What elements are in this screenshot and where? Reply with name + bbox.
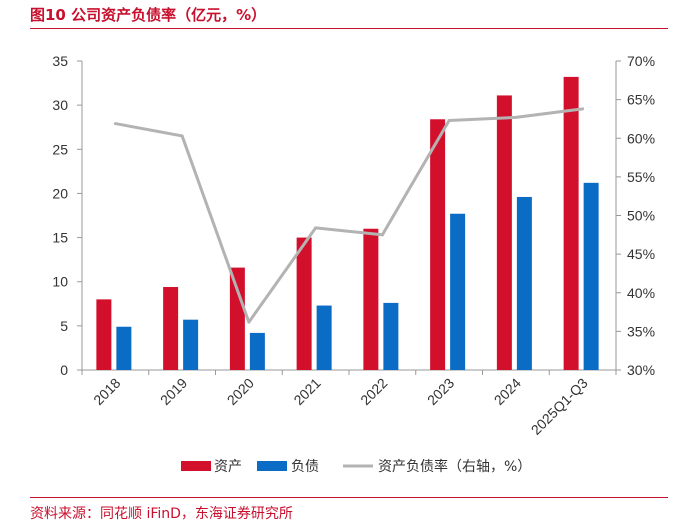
source-rule (30, 497, 668, 498)
x-tick-label: 2021 (290, 375, 323, 408)
y-right-tick-label: 40% (627, 285, 655, 301)
y-right-tick-label: 70% (627, 53, 655, 69)
legend-label-liabilities: 负债 (291, 459, 319, 475)
bar-liabilities-2021 (316, 305, 332, 370)
bar-assets-2018 (96, 299, 112, 370)
y-left-tick-label: 5 (60, 318, 68, 334)
legend-label-ratio: 资产负债率（右轴，%） (378, 458, 531, 475)
legend-swatch-assets (181, 461, 211, 471)
y-left-tick-label: 10 (52, 274, 68, 290)
y-right-tick-label: 45% (627, 246, 655, 262)
y-left-tick-label: 25 (52, 141, 68, 157)
bar-assets-2020 (229, 267, 245, 370)
bar-liabilities-2019 (183, 319, 199, 370)
x-tick-label: 2019 (157, 375, 190, 408)
ratio-point-2024 (514, 115, 518, 119)
bar-liabilities-2023 (450, 213, 466, 370)
y-left-tick-label: 0 (60, 362, 68, 378)
bar-assets-2022 (363, 228, 379, 370)
figure-title: 图10 公司资产负债率（亿元，%） (30, 6, 267, 24)
bar-assets-2024 (496, 95, 512, 370)
x-tick-label: 2023 (424, 375, 457, 408)
y-right-tick-label: 50% (627, 208, 655, 224)
ratio-point-2025Q1-Q3 (581, 107, 585, 111)
bar-assets-2019 (163, 287, 179, 370)
bar-liabilities-2020 (249, 332, 265, 370)
y-left-tick-label: 15 (52, 230, 68, 246)
y-left-tick-label: 20 (52, 185, 68, 201)
ratio-point-2019 (180, 134, 184, 138)
ratio-point-2021 (314, 226, 318, 230)
ratio-point-2020 (247, 320, 251, 324)
y-right-tick-label: 35% (627, 323, 655, 339)
ratio-line (115, 107, 583, 324)
x-tick-label: 2025Q1-Q3 (528, 375, 591, 438)
x-tick-label: 2020 (224, 375, 257, 408)
source-note: 资料来源：同花顺 iFinD，东海证券研究所 (30, 506, 293, 522)
y-right-tick-label: 55% (627, 169, 655, 185)
bar-liabilities-2024 (516, 196, 532, 370)
y-right-tick-label: 30% (627, 362, 655, 378)
legend-label-assets: 资产 (214, 459, 242, 475)
ratio-point-2023 (447, 118, 451, 122)
bar-assets-2023 (430, 119, 446, 370)
y-right-tick-label: 65% (627, 92, 655, 108)
x-tick-label: 2024 (491, 375, 524, 408)
x-tick-label: 2018 (90, 375, 123, 408)
y-left-tick-label: 30 (52, 97, 68, 113)
bar-liabilities-2018 (116, 326, 132, 370)
title-rule (30, 28, 668, 29)
bar-assets-2021 (296, 237, 312, 370)
bar-liabilities-2025Q1-Q3 (583, 182, 599, 370)
bar-liabilities-2022 (383, 302, 399, 370)
bar-assets-2025Q1-Q3 (563, 76, 579, 371)
legend-swatch-liabilities (257, 461, 287, 471)
y-left-tick-label: 35 (52, 53, 68, 69)
x-tick-label: 2022 (357, 375, 390, 408)
ratio-point-2018 (113, 122, 117, 126)
y-right-tick-label: 60% (627, 130, 655, 146)
ratio-point-2022 (380, 233, 384, 237)
